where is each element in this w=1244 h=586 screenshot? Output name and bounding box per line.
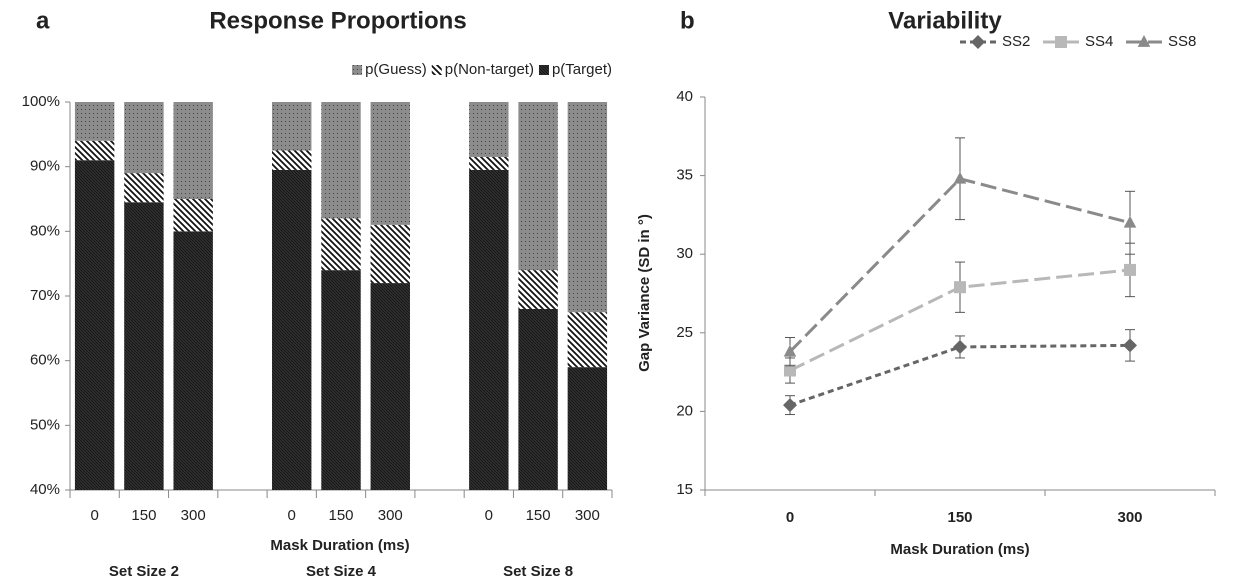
group-label: Set Size 4 [306, 563, 377, 580]
bar-segment [518, 102, 558, 271]
legend-marker [971, 35, 985, 49]
x-tick-label: 150 [947, 509, 972, 526]
x-tick-label: 0 [90, 507, 98, 524]
x-tick-label: 300 [1117, 509, 1142, 526]
marker [783, 398, 797, 413]
bar-segment [124, 173, 164, 203]
bar-segment [370, 102, 410, 225]
legend-label: SS2 [1002, 33, 1030, 50]
bar-segment [272, 102, 312, 151]
panel-label: b [680, 7, 695, 34]
legend-label: p(Guess) [365, 61, 427, 78]
marker [954, 281, 966, 294]
bar-segment [272, 150, 312, 170]
x-tick-label: 0 [786, 509, 794, 526]
x-tick-label: 150 [131, 507, 156, 524]
legend-swatch [431, 65, 442, 75]
bar-segment [173, 231, 213, 491]
bar-segment [173, 199, 213, 232]
bar-segment [469, 156, 509, 170]
y-tick-label: 70% [30, 287, 60, 304]
x-tick-label: 0 [485, 507, 493, 524]
legend-label: p(Non-target) [445, 61, 534, 78]
bar-segment [173, 102, 213, 199]
legend-marker [1137, 35, 1151, 47]
bar-segment [567, 312, 608, 368]
y-tick-label: 20 [676, 402, 693, 419]
series-line [789, 343, 1131, 407]
x-tick-label: 300 [378, 507, 403, 524]
marker [784, 364, 796, 377]
bar-segment [370, 224, 410, 284]
legend-label: p(Target) [552, 61, 612, 78]
bar-segment [469, 169, 509, 490]
bar-segment [518, 270, 558, 309]
legend-label: SS8 [1168, 33, 1196, 50]
y-tick-label: 50% [30, 416, 60, 433]
y-tick-label: 35 [676, 167, 693, 184]
y-tick-label: 40 [676, 88, 693, 105]
legend-swatch [538, 65, 549, 75]
x-tick-label: 300 [575, 507, 600, 524]
chart-title: Response Proportions [209, 7, 466, 34]
y-tick-label: 15 [676, 481, 693, 498]
bar-segment [74, 160, 115, 490]
x-tick-label: 150 [328, 507, 353, 524]
bar-segment [321, 218, 361, 271]
bar-segment [370, 283, 410, 490]
y-tick-label: 90% [30, 158, 60, 175]
marker [1123, 338, 1137, 353]
panel-label: a [36, 7, 50, 34]
x-tick-label: 150 [526, 507, 551, 524]
y-tick-label: 40% [30, 481, 60, 498]
bar-segment [74, 102, 115, 141]
bar-segment [124, 202, 164, 490]
legend-label: SS4 [1085, 33, 1113, 50]
legend-swatch [352, 65, 363, 75]
x-tick-label: 0 [288, 507, 296, 524]
marker [953, 339, 967, 354]
y-tick-label: 30 [676, 245, 693, 262]
bar-segment [74, 140, 115, 161]
y-axis-label: Gap Variance (SD in °) [636, 214, 653, 372]
marker [1124, 263, 1136, 276]
bar-segment [518, 308, 558, 490]
chart-title: Variability [888, 7, 1002, 34]
bar-segment [124, 102, 164, 174]
marker [953, 171, 967, 184]
group-label: Set Size 8 [503, 563, 573, 580]
y-tick-label: 100% [22, 93, 60, 110]
group-label: Set Size 2 [109, 563, 179, 580]
x-axis-label: Mask Duration (ms) [270, 537, 409, 554]
bar-segment [321, 270, 361, 490]
y-tick-label: 25 [676, 324, 693, 341]
x-axis-label: Mask Duration (ms) [890, 541, 1029, 558]
bar-segment [567, 102, 608, 313]
bar-segment [321, 102, 361, 219]
marker [1123, 215, 1137, 228]
bar-segment [272, 169, 312, 490]
marker [783, 344, 797, 357]
y-tick-label: 60% [30, 352, 60, 369]
x-tick-label: 300 [181, 507, 206, 524]
bar-segment [567, 367, 608, 490]
y-tick-label: 80% [30, 222, 60, 239]
legend-marker [1055, 36, 1067, 48]
bar-segment [469, 102, 509, 157]
